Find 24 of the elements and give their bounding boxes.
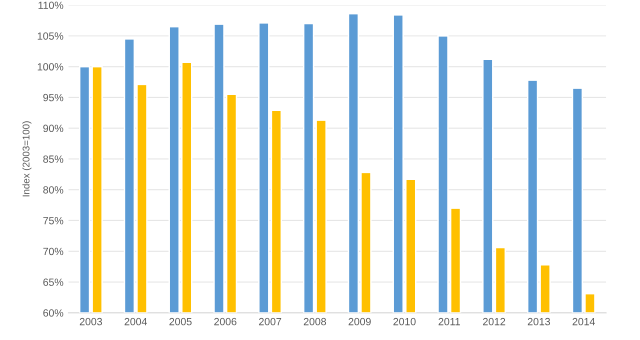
y-tick-label: 70% xyxy=(43,248,64,256)
y-tick-label: 85% xyxy=(43,155,64,163)
y-tick-label: 90% xyxy=(43,124,64,132)
y-tick-label: 80% xyxy=(43,186,64,194)
x-tick-label: 2008 xyxy=(304,318,326,326)
x-tick-label: 2005 xyxy=(169,318,192,326)
y-tick-label: 60% xyxy=(43,309,64,317)
y-tick-label: 105% xyxy=(38,32,64,40)
y-tick-label: 65% xyxy=(43,278,64,286)
x-tick-label: 2007 xyxy=(259,318,282,326)
y-tick-label: 75% xyxy=(43,217,64,224)
x-tick-label: 2014 xyxy=(572,318,595,326)
x-tick-label: 2004 xyxy=(124,318,147,326)
x-tick-label: 2010 xyxy=(393,318,416,326)
x-tick-label: 2012 xyxy=(483,318,506,326)
x-tick-label: 2003 xyxy=(80,318,102,326)
x-tick-label: 2013 xyxy=(528,318,550,326)
x-tick-label: 2009 xyxy=(348,318,371,326)
y-tick-label: 110% xyxy=(38,2,64,9)
x-tick-label: 2011 xyxy=(438,318,460,326)
x-tick-label: 2006 xyxy=(214,318,236,326)
y-tick-label: 95% xyxy=(43,94,64,102)
y-tick-label: 100% xyxy=(38,63,64,71)
y-axis-title: Index (2003=100) xyxy=(22,121,32,196)
